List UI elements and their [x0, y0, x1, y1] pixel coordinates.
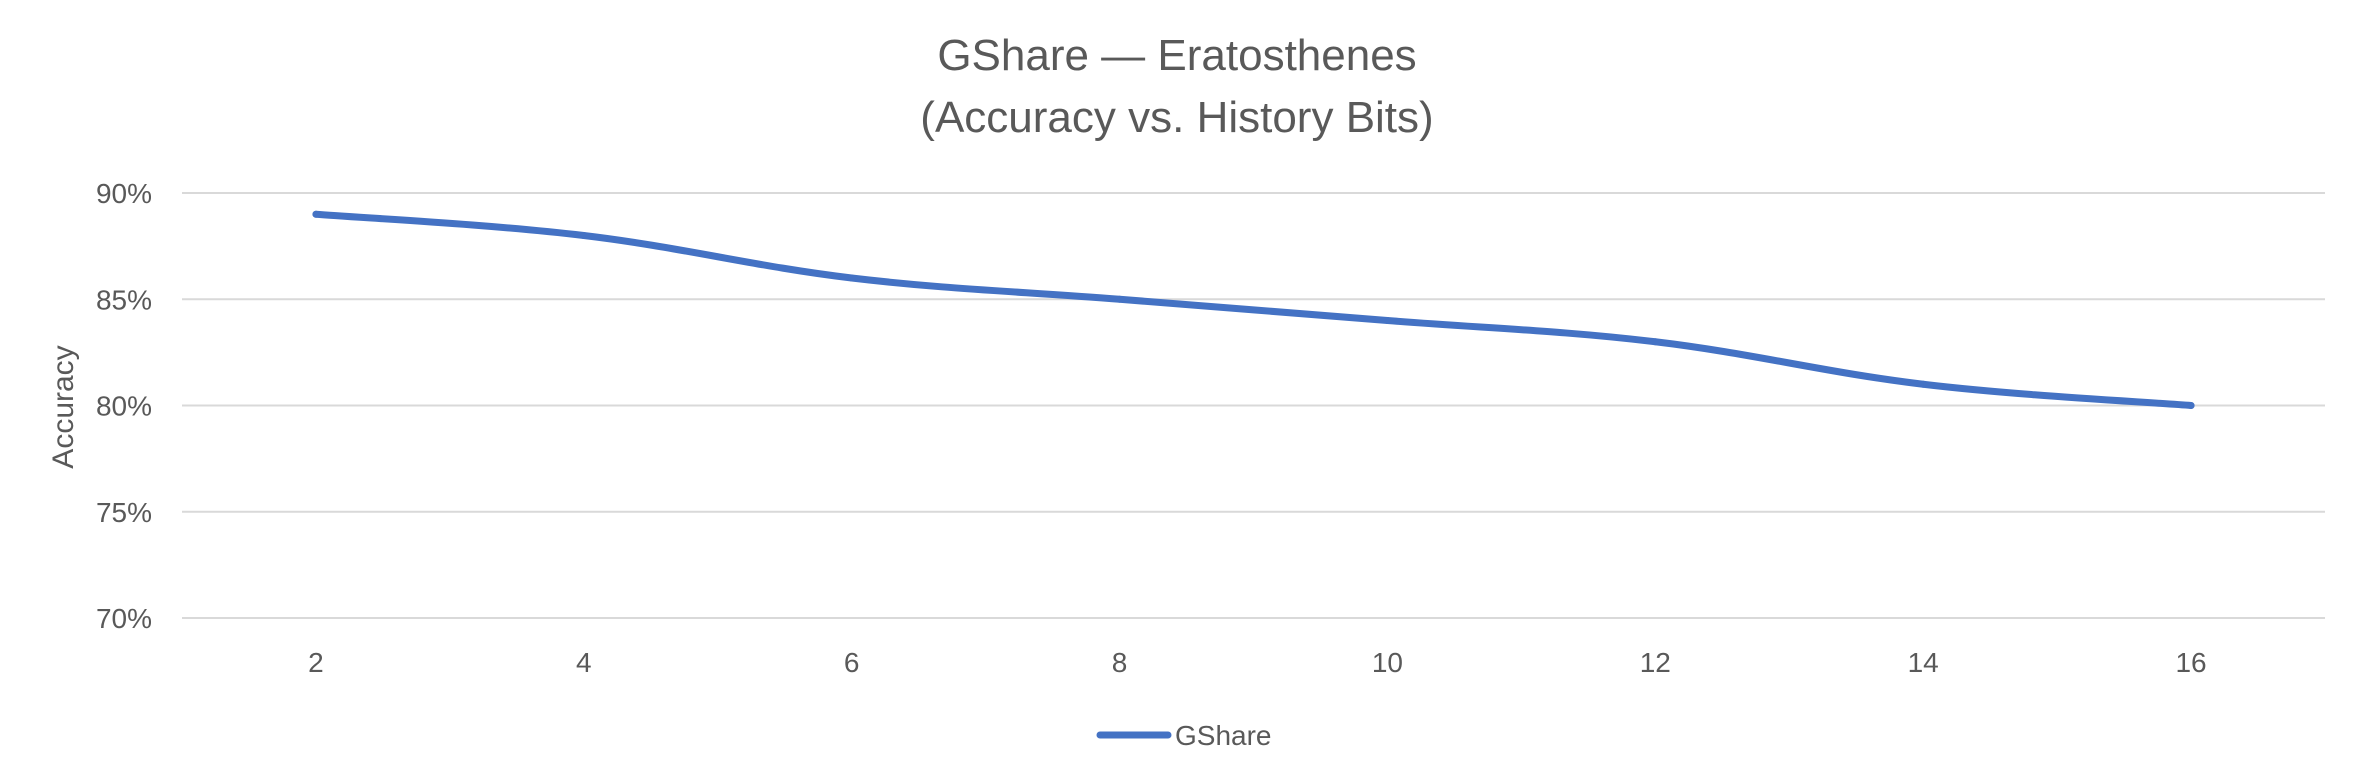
- data-point: [1383, 317, 1391, 324]
- y-axis-ticks: 90% 85% 80% 75% 70%: [96, 178, 152, 634]
- data-point: [2187, 402, 2195, 409]
- x-tick-label: 6: [844, 647, 860, 678]
- series-lines: [312, 210, 2195, 409]
- data-point: [848, 274, 856, 282]
- y-tick-label: 85%: [96, 284, 152, 315]
- y-tick-label: 70%: [96, 603, 152, 634]
- x-tick-label: 2: [308, 647, 324, 678]
- data-point: [1919, 380, 1927, 388]
- x-tick-label: 4: [576, 647, 592, 678]
- legend-label-gshare: GShare: [1175, 720, 1272, 751]
- series-line-gshare: [312, 210, 2195, 409]
- data-point: [580, 232, 588, 239]
- x-tick-label: 14: [1908, 647, 1939, 678]
- y-axis-title: Accuracy: [47, 345, 80, 468]
- x-tick-label: 8: [1112, 647, 1128, 678]
- x-tick-label: 16: [2175, 647, 2206, 678]
- chart-title: GShare — Eratosthenes (Accuracy vs. Hist…: [920, 31, 1433, 142]
- y-tick-label: 90%: [96, 178, 152, 209]
- gridlines: [182, 192, 2325, 619]
- x-tick-label: 12: [1640, 647, 1671, 678]
- chart-title-line-1: GShare — Eratosthenes: [937, 31, 1416, 80]
- data-point: [1651, 338, 1659, 346]
- y-tick-label: 75%: [96, 497, 152, 528]
- x-axis-ticks: 2 4 6 8 10 12 14 16: [308, 647, 2206, 678]
- data-point: [312, 210, 320, 218]
- chart-title-line-2: (Accuracy vs. History Bits): [920, 93, 1433, 142]
- y-tick-label: 80%: [96, 391, 152, 422]
- x-tick-label: 10: [1372, 647, 1403, 678]
- legend: GShare: [1096, 720, 1272, 751]
- data-point: [1116, 295, 1124, 303]
